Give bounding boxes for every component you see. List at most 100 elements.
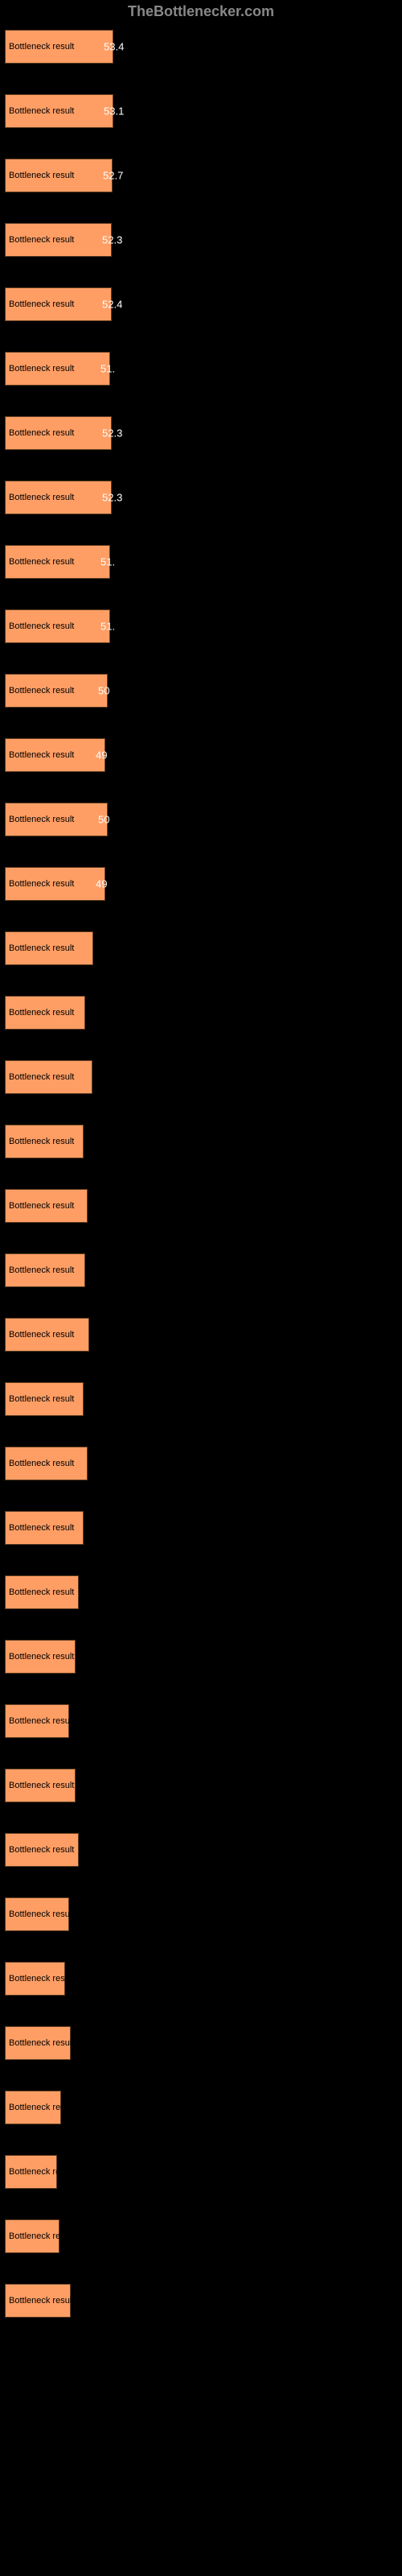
bar-rect: Bottleneck result	[5, 2026, 71, 2060]
bar-inner-label: Bottleneck result	[9, 1201, 74, 1211]
bar-inner-label: Bottleneck result	[9, 1523, 74, 1533]
bar-value: 50	[98, 685, 109, 697]
bar-rect: Bottleneck result	[5, 352, 110, 386]
bar-rect: Bottleneck result	[5, 1253, 85, 1287]
bar-row: Bottleneck result	[5, 2219, 402, 2253]
bar-rect: Bottleneck result	[5, 94, 113, 128]
bar-rect: Bottleneck result	[5, 803, 108, 836]
bar-value: 51.	[100, 556, 115, 568]
bar-rect: Bottleneck result	[5, 867, 105, 901]
bar-row: Bottleneck result	[5, 1253, 402, 1287]
bar-rect: Bottleneck result	[5, 1833, 79, 1867]
bar-inner-label: Bottleneck result	[9, 621, 74, 631]
bar-row: Bottleneck result 52.3	[5, 223, 402, 257]
bar-inner-label: Bottleneck result	[9, 1330, 74, 1340]
bar-row: Bottleneck result51.	[5, 352, 402, 386]
bar-row: Bottleneck result	[5, 1189, 402, 1223]
bar-row: Bottleneck result	[5, 1962, 402, 1996]
bar-inner-label: Bottleneck result	[9, 235, 74, 245]
bar-rect: Bottleneck result	[5, 931, 93, 965]
bar-inner-label: Bottleneck result	[9, 1716, 74, 1726]
bar-rect: Bottleneck result	[5, 1962, 65, 1996]
bar-row: Bottleneck result	[5, 2284, 402, 2318]
bar-row: Bottleneck result50	[5, 803, 402, 836]
bar-row: Bottleneck result52.7	[5, 159, 402, 192]
bar-rect: Bottleneck result	[5, 159, 113, 192]
bar-rect: Bottleneck result	[5, 1447, 88, 1480]
bar-rect: Bottleneck result	[5, 1575, 79, 1609]
bar-rect: Bottleneck result	[5, 1382, 84, 1416]
bar-inner-label: Bottleneck result	[9, 493, 74, 502]
bottleneck-chart: Bottleneck result 53.4 Bottleneck result 53…	[0, 30, 402, 2318]
bar-inner-label: Bottleneck result	[9, 686, 74, 696]
bar-value: 51.	[100, 621, 115, 633]
bar-rect: Bottleneck result	[5, 1060, 92, 1094]
bar-row: Bottleneck result 52.3	[5, 481, 402, 514]
bar-rect: Bottleneck result	[5, 2091, 61, 2124]
bar-inner-label: Bottleneck result	[9, 1265, 74, 1275]
bar-inner-label: Bottleneck result	[9, 106, 74, 116]
bar-inner-label: Bottleneck result	[9, 1394, 74, 1404]
bar-rect: Bottleneck result	[5, 674, 108, 708]
bar-row: Bottleneck result	[5, 2026, 402, 2060]
bar-value: 50	[98, 814, 109, 826]
site-title: TheBottlenecker.com	[0, 3, 402, 20]
bar-rect: Bottleneck result	[5, 1189, 88, 1223]
bar-row: Bottleneck result 53.1	[5, 94, 402, 128]
bar-inner-label: Bottleneck result	[9, 2103, 74, 2112]
bar-rect: Bottleneck result	[5, 2155, 57, 2189]
bar-row: Bottleneck result	[5, 931, 402, 965]
bar-row: Bottleneck result 49	[5, 738, 402, 772]
bar-inner-label: Bottleneck result	[9, 1909, 74, 1919]
bar-rect: Bottleneck result	[5, 30, 113, 64]
bar-rect: Bottleneck result	[5, 738, 105, 772]
bar-row: Bottleneck result	[5, 1704, 402, 1738]
bar-row: Bottleneck result	[5, 1640, 402, 1674]
bar-inner-label: Bottleneck result	[9, 2167, 74, 2177]
bar-rect: Bottleneck result	[5, 1897, 69, 1931]
bar-rect: Bottleneck result	[5, 545, 110, 579]
bar-rect: Bottleneck result	[5, 416, 112, 450]
bar-inner-label: Bottleneck result	[9, 1974, 74, 1984]
bar-rect: Bottleneck result	[5, 1125, 84, 1158]
bar-inner-label: Bottleneck result	[9, 879, 74, 889]
bar-value: 49	[96, 749, 107, 762]
bar-rect: Bottleneck result	[5, 609, 110, 643]
bar-row: Bottleneck result	[5, 996, 402, 1030]
bar-row: Bottleneck result	[5, 1125, 402, 1158]
bar-row: Bottleneck result	[5, 1382, 402, 1416]
bar-row: Bottleneck result 51.	[5, 609, 402, 643]
bar-rect: Bottleneck result	[5, 1769, 76, 1802]
bar-row: Bottleneck result52.4	[5, 287, 402, 321]
bar-inner-label: Bottleneck result	[9, 2296, 74, 2306]
bar-rect: Bottleneck result	[5, 2219, 59, 2253]
bar-inner-label: Bottleneck result	[9, 1008, 74, 1018]
bar-value: 52.3	[102, 492, 122, 504]
bar-row: Bottleneck result	[5, 1447, 402, 1480]
bar-inner-label: Bottleneck result	[9, 943, 74, 953]
bar-inner-label: Bottleneck result	[9, 1845, 74, 1855]
bar-rect: Bottleneck result	[5, 2284, 71, 2318]
bar-row: Bottleneck result	[5, 1897, 402, 1931]
bar-rect: Bottleneck result	[5, 1511, 84, 1545]
bar-row: Bottleneck result52.3	[5, 416, 402, 450]
bar-rect: Bottleneck result	[5, 1704, 69, 1738]
bar-rect: Bottleneck result	[5, 1318, 89, 1352]
bar-value: 52.3	[102, 234, 122, 246]
bar-rect: Bottleneck result	[5, 223, 112, 257]
bar-rect: Bottleneck result	[5, 1640, 76, 1674]
bar-row: Bottleneck result	[5, 1318, 402, 1352]
bar-inner-label: Bottleneck result	[9, 1137, 74, 1146]
bar-inner-label: Bottleneck result	[9, 750, 74, 760]
bar-value: 52.7	[103, 170, 123, 182]
bar-inner-label: Bottleneck result	[9, 1781, 74, 1790]
bar-inner-label: Bottleneck result	[9, 299, 74, 309]
bar-value: 53.4	[104, 41, 124, 53]
bar-row: Bottleneck result 50	[5, 674, 402, 708]
bar-value: 52.3	[102, 427, 122, 440]
bar-value: 53.1	[104, 105, 124, 118]
bar-rect: Bottleneck result	[5, 481, 112, 514]
bar-row: Bottleneck result	[5, 1511, 402, 1545]
bar-row: Bottleneck result49	[5, 867, 402, 901]
bar-rect: Bottleneck result	[5, 996, 85, 1030]
